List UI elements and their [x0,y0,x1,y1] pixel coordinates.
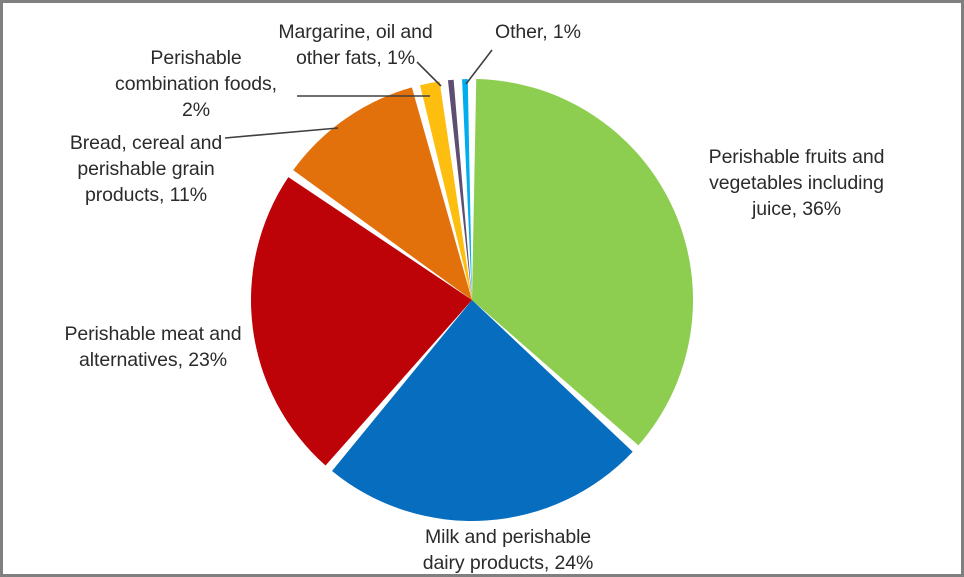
pie-slice [420,81,472,301]
pie-slice [332,300,633,521]
pie-slice [472,79,693,446]
pie-slice [462,79,472,300]
leader-line-bread [224,127,339,139]
slice-label-fruits: Perishable fruits and vegetables includi… [708,146,885,220]
leader-line-other [465,49,493,85]
slice-label-combination: Perishable combination foods, 2% [115,47,277,121]
pie-slice [447,79,472,301]
pie-slice [251,177,472,466]
slice-label-milk: Milk and perishable dairy products, 24% [422,526,594,574]
leader-lines-group [224,49,493,139]
pie-slices-group [251,79,693,521]
slice-label-margarine: Margarine, oil and other fats, 1% [278,21,433,69]
slice-label-other: Other, 1% [495,21,581,43]
pie-chart-canvas [224,49,693,521]
slice-label-meat: Perishable meat and alternatives, 23% [64,323,242,371]
pie-slice [293,87,472,300]
leader-line-margarine [416,61,442,87]
slice-label-bread: Bread, cereal and perishable grain produ… [69,132,223,206]
